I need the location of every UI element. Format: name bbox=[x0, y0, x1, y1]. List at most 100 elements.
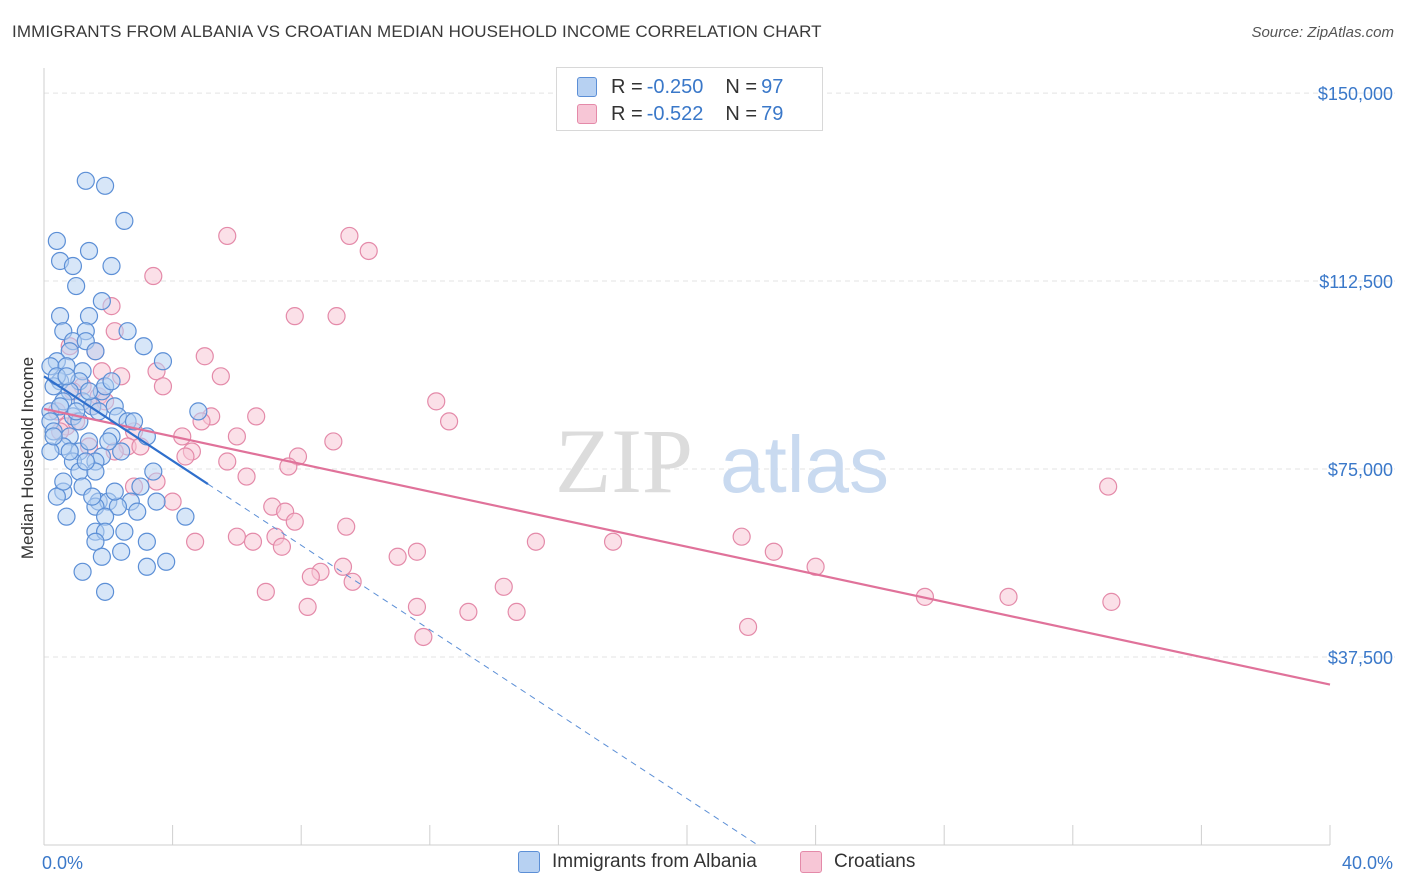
croatians-point bbox=[388, 547, 407, 566]
croatians-point bbox=[301, 567, 320, 586]
croatians-trend-line bbox=[43, 407, 1331, 686]
croatians-point bbox=[272, 537, 292, 556]
croatians-point bbox=[1099, 477, 1118, 496]
y-tick-label: $112,500 bbox=[1319, 272, 1393, 292]
croatians-point bbox=[343, 572, 362, 591]
series-swatch-blue bbox=[518, 851, 540, 873]
grid-lines bbox=[44, 92, 1395, 658]
albania-point bbox=[79, 241, 99, 261]
albania-point bbox=[128, 502, 147, 521]
albania-point bbox=[92, 292, 111, 311]
croatians-point bbox=[227, 427, 246, 446]
albania-point bbox=[76, 452, 95, 471]
albania-point bbox=[86, 532, 105, 551]
croatians-point bbox=[407, 597, 427, 616]
croatians-point bbox=[211, 367, 230, 386]
albania-point bbox=[134, 337, 153, 356]
legend-row-albania: R = -0.250 N = 97 bbox=[577, 74, 787, 100]
legend-row-croatians: R = -0.522 N = 79 bbox=[577, 101, 787, 127]
legend-n-value: 97 bbox=[761, 75, 784, 98]
albania-point bbox=[57, 507, 76, 526]
legend-r-label: R = bbox=[611, 102, 643, 125]
albania-point bbox=[47, 487, 66, 506]
croatians-point bbox=[144, 266, 163, 286]
croatians-point bbox=[359, 241, 378, 261]
croatians-point bbox=[459, 602, 478, 622]
croatians-point bbox=[324, 432, 343, 451]
legend-r-label: R = bbox=[611, 75, 643, 98]
croatians-point bbox=[414, 627, 433, 647]
source-credit: Source: ZipAtlas.com bbox=[1251, 24, 1394, 41]
croatians-point bbox=[247, 407, 266, 426]
albania-point bbox=[102, 256, 121, 276]
albania-point bbox=[54, 472, 73, 491]
albania-point bbox=[137, 557, 156, 576]
croatians-point bbox=[439, 412, 459, 431]
albania-point bbox=[115, 522, 134, 541]
albania-point bbox=[79, 432, 99, 451]
y-tick-label: $37,500 bbox=[1328, 648, 1393, 668]
albania-point bbox=[44, 427, 63, 446]
albania-trend-extension bbox=[207, 483, 759, 846]
y-axis-label: Median Household Income bbox=[18, 357, 37, 559]
legend-n-label: N = bbox=[725, 75, 758, 98]
croatians-point bbox=[256, 582, 275, 601]
croatians-point bbox=[407, 542, 427, 561]
croatians-point bbox=[163, 492, 182, 511]
albania-point bbox=[144, 462, 163, 481]
albania-points bbox=[41, 171, 208, 601]
croatians-point bbox=[218, 452, 237, 471]
legend-r-value: -0.522 bbox=[646, 102, 704, 125]
albania-point bbox=[41, 442, 60, 461]
croatians-point bbox=[507, 602, 526, 622]
albania-point bbox=[124, 412, 144, 431]
croatians-point bbox=[1102, 592, 1121, 611]
croatians-point bbox=[999, 587, 1018, 606]
albania-point bbox=[112, 542, 131, 561]
albania-point bbox=[86, 342, 105, 361]
croatians-point bbox=[227, 527, 246, 546]
series-label-croatians: Croatians bbox=[834, 851, 916, 872]
y-tick-label: $150,000 bbox=[1318, 84, 1393, 104]
x-tick-labels: 0.0% 40.0% bbox=[42, 853, 1393, 873]
albania-point bbox=[83, 487, 102, 506]
series-legend-croatians: Croatians bbox=[800, 851, 915, 873]
series-legend: Immigrants from Albania Croatians bbox=[0, 851, 1406, 877]
x-tick-label: 40.0% bbox=[1342, 853, 1393, 873]
legend-n-label: N = bbox=[725, 102, 758, 125]
croatians-point bbox=[327, 307, 346, 326]
albania-point bbox=[176, 507, 195, 526]
correlation-legend: R = -0.250 N = 97 R = -0.522 N = 79 bbox=[556, 67, 823, 131]
croatians-point bbox=[427, 392, 446, 411]
albania-trend-line bbox=[43, 375, 209, 485]
croatians-point bbox=[176, 447, 195, 466]
x-tick-label: 0.0% bbox=[42, 853, 83, 873]
series-legend-albania: Immigrants from Albania bbox=[518, 851, 757, 873]
croatians-point bbox=[298, 597, 317, 616]
legend-swatch-pink bbox=[577, 104, 597, 124]
trend-lines bbox=[43, 375, 1331, 846]
albania-point bbox=[102, 372, 121, 391]
croatians-point bbox=[732, 527, 751, 546]
croatians-point bbox=[186, 532, 205, 551]
croatians-point bbox=[494, 577, 513, 596]
albania-point bbox=[157, 552, 176, 571]
albania-point bbox=[189, 402, 208, 421]
albania-point bbox=[92, 547, 111, 566]
albania-point bbox=[79, 307, 99, 326]
albania-point bbox=[50, 307, 70, 326]
series-swatch-pink bbox=[800, 851, 822, 873]
albania-point bbox=[95, 176, 115, 195]
croatians-point bbox=[153, 377, 173, 396]
albania-point bbox=[73, 562, 92, 581]
legend-swatch-blue bbox=[577, 77, 597, 97]
croatians-point bbox=[603, 532, 623, 551]
croatians-point bbox=[337, 517, 356, 536]
albania-point bbox=[118, 322, 137, 341]
croatians-point bbox=[285, 512, 304, 531]
legend-n-value: 79 bbox=[761, 102, 784, 125]
albania-point bbox=[47, 231, 66, 251]
watermark: ZIP atlas bbox=[555, 410, 889, 512]
croatians-point bbox=[218, 226, 237, 246]
